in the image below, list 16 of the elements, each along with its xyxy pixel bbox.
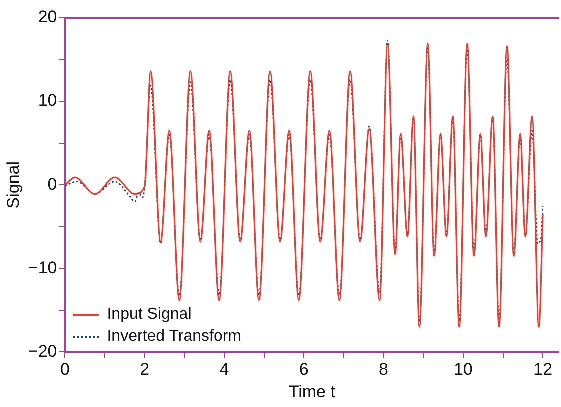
x-tick-label: 2 <box>140 360 150 380</box>
y-tick-label: −20 <box>28 342 58 361</box>
y-axis-title: Signal <box>4 161 23 209</box>
x-tick-label: 12 <box>534 360 553 380</box>
y-tick-label: 20 <box>38 8 58 27</box>
x-tick-label: 8 <box>379 360 389 380</box>
x-tick-label: 6 <box>299 360 309 380</box>
x-axis-title: Time t <box>288 382 336 402</box>
y-tick-label: −10 <box>28 258 58 278</box>
x-tick-label: 4 <box>220 360 230 380</box>
x-tick-label: 0 <box>60 360 70 380</box>
x-tick-label: 10 <box>454 360 473 380</box>
y-tick-label: 10 <box>38 91 58 110</box>
legend-label: Inverted Transform <box>107 327 242 348</box>
legend-label: Input Signal <box>107 305 192 326</box>
y-tick-label: 0 <box>48 174 58 194</box>
